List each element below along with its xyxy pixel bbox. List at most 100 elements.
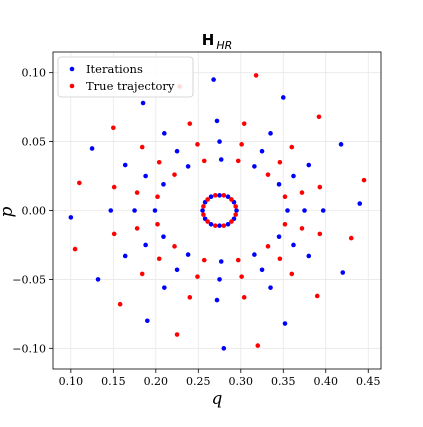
point <box>200 208 205 213</box>
point <box>285 208 290 213</box>
point <box>235 158 241 164</box>
point <box>72 246 78 252</box>
point <box>317 184 323 190</box>
point <box>239 142 244 147</box>
plot-frame <box>52 51 382 370</box>
point <box>185 164 191 169</box>
point <box>282 194 288 200</box>
point <box>255 343 261 348</box>
point <box>253 73 259 78</box>
point <box>214 118 220 124</box>
point <box>108 208 114 213</box>
point <box>221 223 227 228</box>
y-axis-label: p <box>0 206 17 217</box>
point <box>201 158 207 164</box>
point <box>68 215 74 220</box>
point <box>291 173 296 179</box>
point <box>276 234 282 239</box>
point <box>265 172 271 177</box>
point <box>259 267 265 273</box>
point <box>208 194 214 200</box>
point <box>282 321 288 326</box>
point <box>277 159 283 165</box>
point <box>156 256 162 262</box>
point <box>174 332 180 337</box>
y-tick-label: −0.10 <box>12 342 46 355</box>
point <box>201 204 206 209</box>
point <box>280 95 286 100</box>
title-subscript: HR <box>216 39 232 52</box>
y-tick-label: 0.05 <box>22 136 47 149</box>
point <box>233 212 238 217</box>
legend-label: Iterations <box>86 62 143 76</box>
point <box>221 346 227 351</box>
point <box>302 208 307 213</box>
point <box>143 173 148 179</box>
point <box>172 172 177 177</box>
point <box>299 226 305 231</box>
point <box>156 159 162 165</box>
y-tick-label: −0.05 <box>12 273 46 286</box>
point <box>291 242 296 248</box>
point <box>174 267 180 273</box>
y-tick-label: 0.10 <box>22 67 47 80</box>
point <box>155 194 160 200</box>
x-tick-label: 0.40 <box>314 375 339 388</box>
x-tick-label: 0.15 <box>101 375 126 388</box>
x-tick-label: 0.45 <box>356 375 381 388</box>
point <box>218 259 224 264</box>
point <box>348 235 354 241</box>
point <box>134 226 140 231</box>
point <box>205 197 210 202</box>
point <box>187 295 193 300</box>
point <box>357 201 363 206</box>
point <box>217 223 222 228</box>
point <box>205 219 210 224</box>
point <box>259 148 265 154</box>
point <box>161 234 166 239</box>
point <box>252 252 257 257</box>
point <box>233 204 238 209</box>
point <box>306 162 312 168</box>
point <box>299 190 305 195</box>
point <box>95 277 101 282</box>
point <box>217 193 222 198</box>
point <box>195 274 200 279</box>
point <box>195 142 200 147</box>
point <box>77 180 82 186</box>
point <box>162 285 167 290</box>
point <box>139 271 145 277</box>
x-axis-label: q <box>212 389 223 409</box>
point <box>211 77 216 82</box>
point <box>174 148 180 154</box>
point <box>268 285 273 290</box>
point <box>235 257 241 263</box>
legend-marker <box>69 66 75 72</box>
point <box>161 182 166 187</box>
point <box>185 252 191 257</box>
point <box>218 157 224 162</box>
point <box>234 208 239 213</box>
point <box>338 142 344 147</box>
chart-title: H HR <box>202 31 232 52</box>
point <box>145 318 150 324</box>
point <box>122 253 128 259</box>
title-main: H <box>202 31 215 49</box>
point <box>143 242 148 248</box>
point <box>134 190 140 195</box>
point <box>276 182 282 187</box>
point <box>229 197 234 202</box>
point <box>122 162 128 168</box>
x-tick-label: 0.30 <box>229 375 254 388</box>
point <box>132 208 137 213</box>
point <box>155 221 160 227</box>
point <box>172 244 177 249</box>
point <box>217 277 222 282</box>
point <box>214 297 220 303</box>
point <box>213 193 218 198</box>
x-tick-label: 0.10 <box>59 375 84 388</box>
legend-marker <box>69 83 75 89</box>
point <box>320 208 326 213</box>
point <box>213 223 218 228</box>
